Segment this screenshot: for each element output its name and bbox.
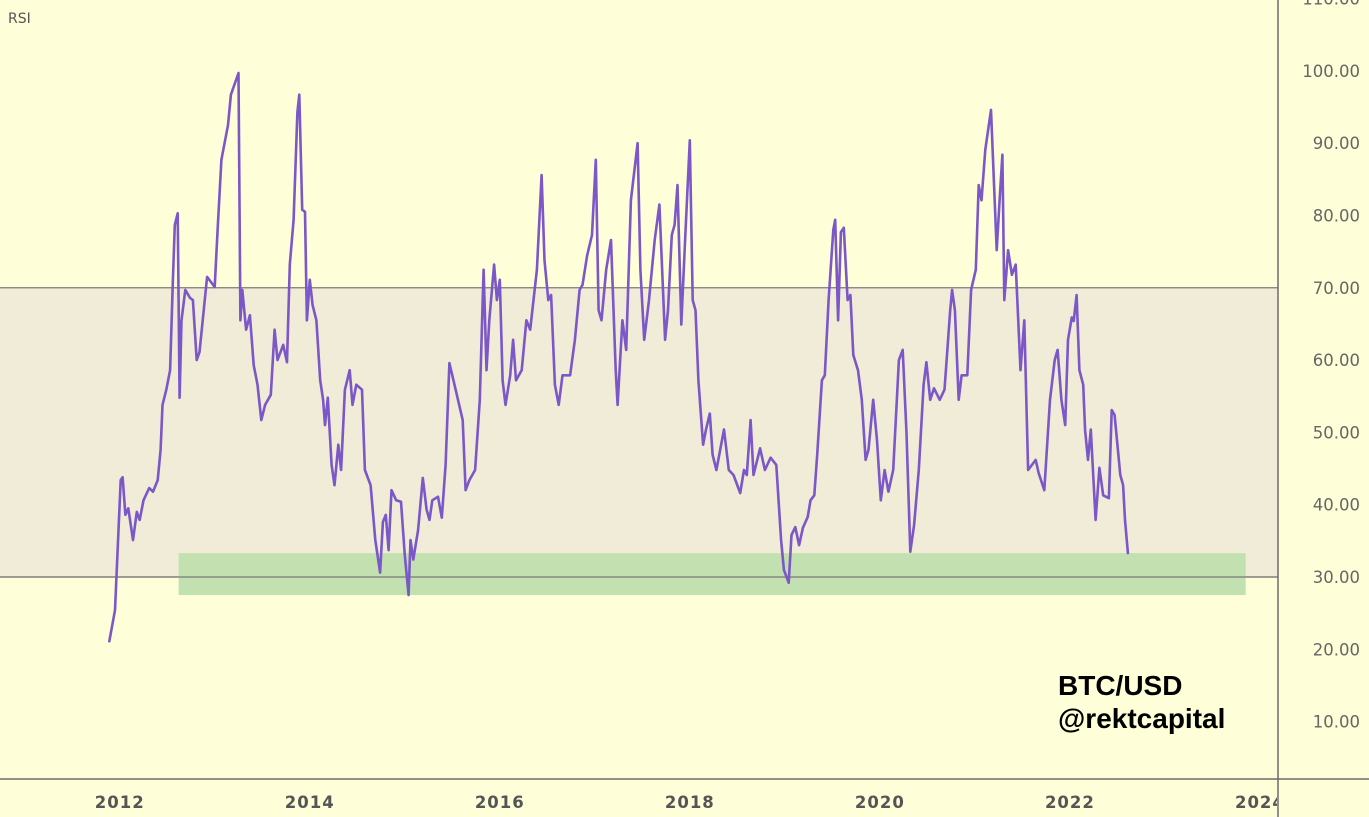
x-tick-label: 2014 — [285, 793, 335, 812]
neutral-zone-band — [0, 287, 1278, 577]
y-tick-label: 80.00 — [1313, 206, 1360, 225]
watermark-pair: BTC/USD — [1058, 670, 1182, 701]
y-tick-label: 100.00 — [1302, 62, 1360, 81]
x-tick-label: 2012 — [95, 793, 145, 812]
support-zone-band — [178, 553, 1246, 596]
x-tick-label: 2016 — [475, 793, 525, 812]
y-tick-label: 20.00 — [1313, 640, 1360, 659]
y-tick-label: 90.00 — [1313, 134, 1360, 153]
y-tick-label: 60.00 — [1313, 351, 1360, 370]
y-tick-label: 50.00 — [1313, 423, 1360, 442]
y-tick-label: 10.00 — [1313, 713, 1360, 732]
x-tick-label: 2022 — [1045, 793, 1095, 812]
rsi-line — [108, 71, 1130, 643]
bands-layer — [0, 287, 1278, 596]
x-tick-label: 2020 — [855, 793, 905, 812]
x-axis-ticks: 2012 2014 2016 2018 2020 2022 2024 — [95, 793, 1285, 812]
y-tick-label: 70.00 — [1313, 279, 1360, 298]
y-tick-label: 30.00 — [1313, 568, 1360, 587]
y-tick-label: 40.00 — [1313, 496, 1360, 515]
y-tick-label: 110.00 — [1302, 0, 1360, 9]
y-axis-ticks: 110.00 100.00 90.00 80.00 70.00 60.00 50.00 40.… — [1302, 0, 1360, 732]
chart-title: RSI — [8, 11, 31, 27]
watermark-handle: @rektcapital — [1058, 703, 1225, 734]
x-tick-label: 2018 — [665, 793, 715, 812]
series-layer — [108, 71, 1130, 643]
x-tick-label: 2024 — [1235, 793, 1285, 812]
